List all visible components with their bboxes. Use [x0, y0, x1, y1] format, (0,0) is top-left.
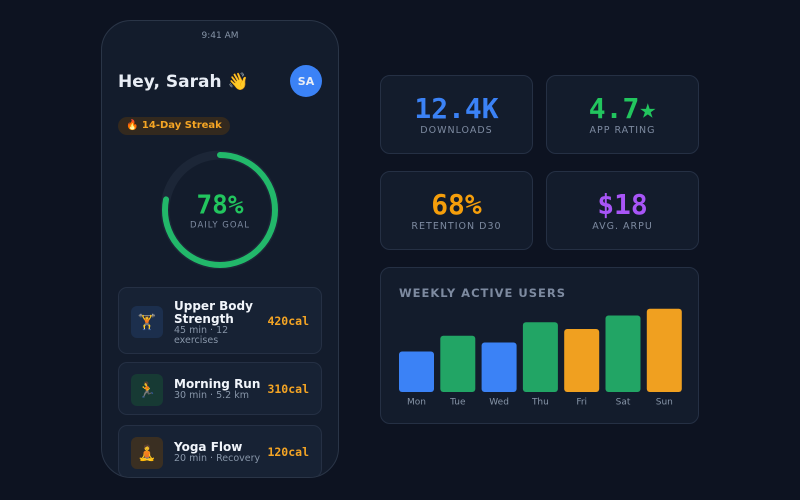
workout-title: Morning Run: [174, 376, 261, 391]
workout-title: Yoga Flow: [174, 439, 243, 454]
workout-icon: 🏃: [131, 373, 163, 406]
workout-icon: 🧘: [131, 436, 163, 469]
bar: [481, 342, 517, 392]
workout-meta: 30 min · 5.2 km: [174, 389, 249, 401]
stat-card: 68% RETENTION D30: [380, 171, 533, 250]
bar: [605, 315, 641, 392]
ring-arc: [162, 152, 278, 268]
x-tick-label: Mon: [407, 398, 426, 408]
workout-icon: 🏋️: [131, 305, 163, 338]
chart-card: WEEKLY ACTIVE USERS Mon Tue Wed Thu Fri Sat Su…: [380, 267, 699, 424]
ring-label: 78%: [197, 191, 244, 221]
x-tick-label: Wed: [489, 398, 509, 408]
workout-card[interactable]: 🧘 Yoga Flow 20 min · Recovery 120cal: [118, 425, 322, 477]
stat-value: 12.4K: [414, 92, 499, 125]
x-tick-label: Tue: [449, 398, 466, 408]
bar: [399, 351, 434, 392]
workout-meta: 20 min · Recovery: [174, 452, 261, 464]
bar: [646, 308, 682, 392]
stat-label: APP RATING: [589, 125, 656, 136]
bar: [522, 322, 558, 392]
stat-card: $18 AVG. ARPU: [546, 171, 699, 250]
x-tick-label: Sat: [616, 398, 631, 408]
workout-text: Upper Body Strength 45 min · 12 exercises: [174, 298, 264, 346]
workout-calories: 310cal: [267, 381, 309, 396]
avatar[interactable]: SA: [290, 65, 322, 97]
x-tick-label: Sun: [656, 398, 673, 408]
stat-value: $18: [597, 188, 648, 221]
workout-calories: 420cal: [267, 313, 309, 328]
workout-meta: 45 min · 12 exercises: [174, 324, 229, 346]
greeting: Hey, Sarah 👋: [118, 72, 249, 92]
workout-card[interactable]: 🏃 Morning Run 30 min · 5.2 km 310cal: [118, 362, 322, 415]
chart: Mon Tue Wed Thu Fri Sat Sun: [399, 308, 682, 408]
stat-value: 68%: [431, 188, 482, 221]
bar: [440, 335, 476, 392]
stat-label: RETENTION D30: [411, 221, 502, 232]
stat-value: 4.7★: [588, 92, 657, 125]
x-tick-label: Thu: [531, 398, 549, 408]
workout-text: Yoga Flow 20 min · Recovery: [174, 439, 264, 464]
workout-text: Morning Run 30 min · 5.2 km: [174, 376, 264, 401]
bar: [564, 329, 600, 392]
stat-card: 12.4K DOWNLOADS: [380, 75, 533, 154]
x-tick-label: Fri: [576, 398, 587, 408]
time: 9:41 AM: [201, 31, 239, 41]
chart-title: WEEKLY ACTIVE USERS: [399, 286, 567, 300]
ring-caption: DAILY GOAL: [190, 221, 250, 231]
workout-title: Upper Body Strength: [174, 298, 253, 326]
workout-card[interactable]: 🏋️ Upper Body Strength 45 min · 12 exercis…: [118, 287, 322, 354]
phone: 9:41 AM Hey, Sarah 👋 SA 🔥 14-Day Streak …: [101, 20, 339, 478]
streak-badge: 🔥 14-Day Streak: [118, 117, 230, 135]
stat-card: 4.7★ APP RATING: [546, 75, 699, 154]
goal-ring: 78% DAILY GOAL: [160, 150, 280, 269]
workout-calories: 120cal: [267, 444, 309, 459]
stat-label: AVG. ARPU: [592, 221, 653, 232]
stat-label: DOWNLOADS: [420, 125, 493, 136]
